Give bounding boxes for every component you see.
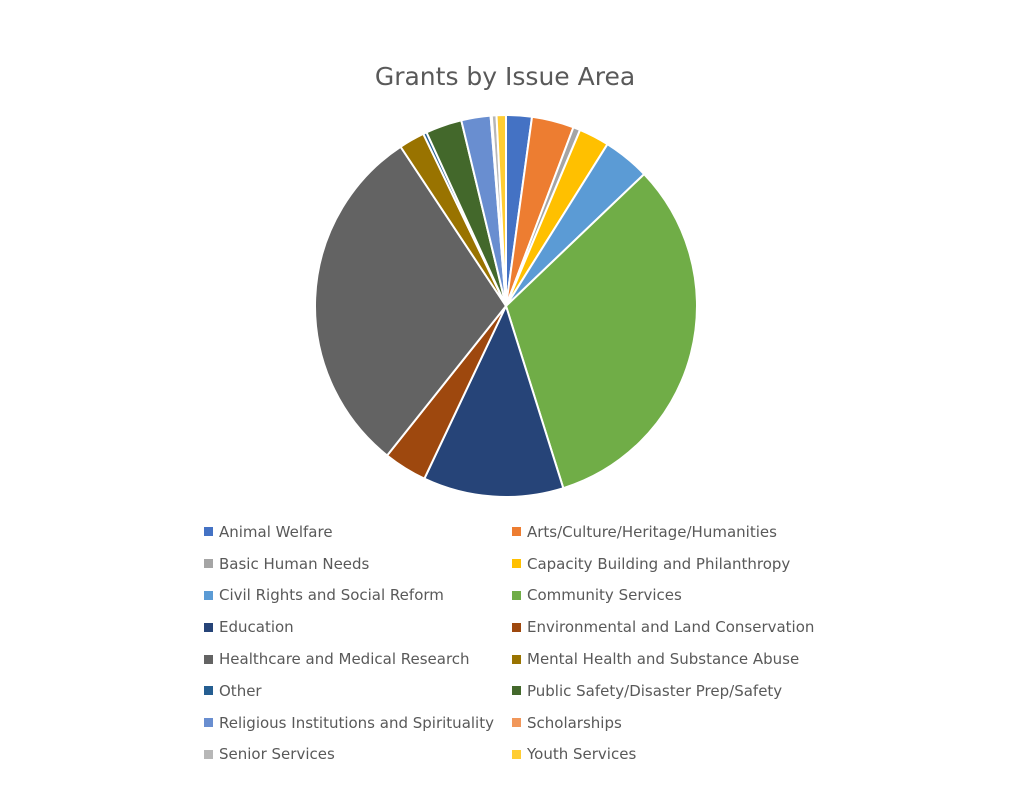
legend-label: Capacity Building and Philanthropy [527,554,791,573]
legend-swatch [204,527,213,537]
legend-label: Mental Health and Substance Abuse [527,650,800,669]
legend-item: Environmental and Land Conservation [512,611,820,643]
pie-slice-community-services [505,173,698,490]
legend-label: Senior Services [219,745,335,764]
legend: Animal Welfare Arts/Culture/Heritage/Huma… [204,516,844,770]
legend-swatch [512,749,521,759]
legend-item: Community Services [512,580,820,612]
legend-swatch [204,622,213,632]
pie-slices [314,114,698,498]
pie-slice-education [423,305,565,498]
legend-swatch [204,718,213,728]
legend-label: Civil Rights and Social Reform [219,586,444,605]
legend-label: Other [219,681,262,700]
legend-item: Arts/Culture/Heritage/Humanities [512,516,820,548]
legend-label: Youth Services [527,745,637,764]
legend-item: Civil Rights and Social Reform [204,580,512,612]
legend-label: Public Safety/Disaster Prep/Safety [527,681,783,700]
legend-swatch [204,590,213,600]
legend-label: Arts/Culture/Heritage/Humanities [527,522,777,541]
legend-swatch [204,749,213,759]
legend-item: Healthcare and Medical Research [204,643,512,675]
legend-item: Religious Institutions and Spirituality [204,707,512,739]
legend-label: Community Services [527,586,682,605]
pie-slice-healthcare-and-medical-research [314,145,507,457]
legend-item: Youth Services [512,739,820,771]
legend-label: Education [219,618,294,637]
legend-swatch [204,654,213,664]
legend-item: Capacity Building and Philanthropy [512,548,820,580]
legend-swatch [512,718,521,728]
legend-item: Basic Human Needs [204,548,512,580]
legend-label: Basic Human Needs [219,554,370,573]
legend-label: Animal Welfare [219,522,333,541]
legend-swatch [512,527,521,537]
legend-label: Religious Institutions and Spirituality [219,713,494,732]
legend-label: Scholarships [527,713,622,732]
legend-label: Environmental and Land Conservation [527,618,815,637]
legend-label: Healthcare and Medical Research [219,650,470,669]
legend-item: Senior Services [204,739,512,771]
legend-item: Mental Health and Substance Abuse [512,643,820,675]
legend-item: Scholarships [512,707,820,739]
legend-swatch [512,559,521,569]
legend-item: Other [204,675,512,707]
legend-swatch [204,559,213,569]
legend-swatch [512,622,521,632]
legend-swatch [512,590,521,600]
legend-item: Education [204,611,512,643]
legend-swatch [512,654,521,664]
legend-item: Animal Welfare [204,516,512,548]
legend-swatch [204,686,213,696]
chart-title: Grants by Issue Area [374,62,636,91]
legend-swatch [512,686,521,696]
pie-slice-youth-services [495,114,507,307]
legend-item: Public Safety/Disaster Prep/Safety [512,675,820,707]
